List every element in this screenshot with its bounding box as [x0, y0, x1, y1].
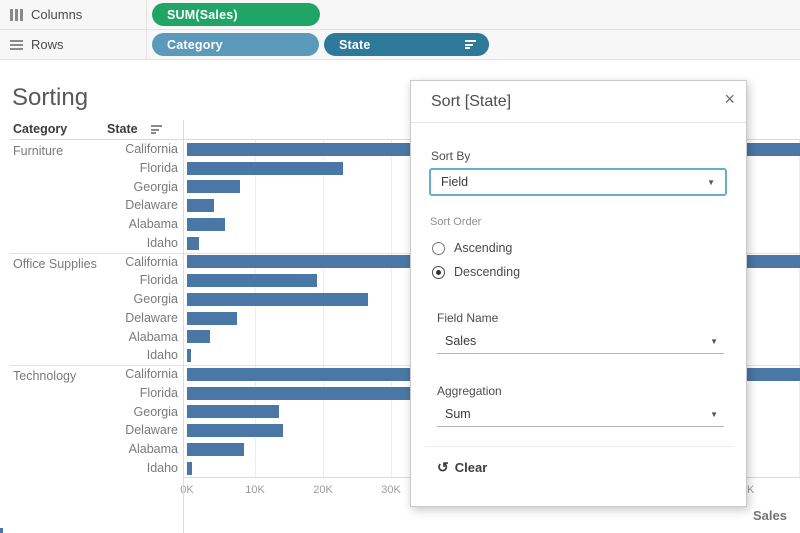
clear-button-label: Clear [454, 460, 488, 475]
x-axis-tick-label: 10K [245, 484, 265, 496]
aggregation-value: Sum [445, 407, 471, 421]
gridline [323, 140, 324, 477]
sort-by-label: Sort By [431, 149, 471, 163]
radio-unchecked-icon[interactable] [432, 241, 445, 255]
gridline [391, 140, 392, 477]
pill-category[interactable]: Category [152, 33, 319, 56]
bar-alabama[interactable] [187, 217, 226, 231]
clear-button[interactable]: ↺ Clear [437, 459, 487, 476]
field-name-select[interactable]: Sales ▼ [437, 329, 724, 354]
header-separator-line [183, 120, 184, 533]
caret-down-icon: ▼ [710, 409, 718, 419]
bar-idaho[interactable] [187, 349, 191, 363]
radio-checked-icon[interactable] [432, 265, 445, 279]
category-label: Furniture [13, 144, 64, 158]
bar-florida[interactable] [187, 386, 451, 400]
rows-shelf: Rows Category State [0, 30, 800, 60]
bar-georgia[interactable] [187, 405, 279, 419]
aggregation-label: Aggregation [437, 384, 502, 398]
bar-idaho[interactable] [187, 461, 193, 475]
ascending-label: Ascending [454, 241, 513, 255]
bar-florida[interactable] [187, 274, 318, 288]
clear-icon: ↺ [437, 459, 449, 475]
rows-icon [10, 39, 23, 50]
dialog-divider [411, 122, 746, 123]
columns-icon [10, 8, 23, 21]
rows-shelf-head: Rows [0, 30, 147, 59]
bar-fragment [0, 528, 3, 533]
header-underline [10, 139, 800, 140]
category-divider-line [10, 365, 800, 366]
category-label: Office Supplies [13, 256, 97, 271]
pill-sum-sales[interactable]: SUM(Sales) [152, 3, 320, 26]
state-label: Alabama [128, 329, 178, 344]
sort-by-value: Field [441, 175, 469, 189]
pill-label: SUM(Sales) [167, 7, 238, 22]
state-label: California [125, 367, 178, 381]
sort-descending-icon[interactable] [465, 40, 477, 49]
bar-alabama[interactable] [187, 330, 211, 344]
axis-title: Sales [753, 508, 787, 523]
rows-pills: Category State [152, 30, 489, 59]
descending-label: Descending [454, 265, 521, 279]
state-label: Idaho [146, 235, 178, 250]
ascending-radio[interactable]: Ascending [432, 241, 512, 255]
sort-order-label: Sort Order [430, 216, 482, 228]
clipped-tick-label: K [747, 484, 755, 496]
state-label: Idaho [146, 460, 178, 475]
dialog-divider [425, 446, 734, 447]
state-label: Florida [139, 160, 178, 175]
gridline [255, 140, 256, 477]
sort-dialog: Sort [State] × Sort By Field ▼ Sort Orde… [410, 80, 747, 507]
state-label: Georgia [133, 404, 178, 419]
x-axis-tick-label: 20K [313, 484, 333, 496]
descending-radio[interactable]: Descending [432, 265, 520, 279]
bar-delaware[interactable] [187, 199, 215, 213]
bar-georgia[interactable] [187, 180, 240, 194]
sort-descending-icon[interactable] [151, 125, 163, 134]
state-label: Delaware [125, 310, 178, 325]
close-icon[interactable]: × [724, 89, 735, 109]
state-label: Florida [139, 273, 178, 288]
field-name-label: Field Name [437, 311, 499, 325]
pill-state[interactable]: State [324, 33, 489, 56]
aggregation-select[interactable]: Sum ▼ [437, 402, 724, 427]
bar-alabama[interactable] [187, 442, 244, 456]
bar-georgia[interactable] [187, 292, 368, 306]
field-name-value: Sales [445, 334, 477, 348]
state-label: Delaware [125, 423, 178, 438]
columns-pills: SUM(Sales) [152, 0, 320, 29]
state-label: Georgia [133, 292, 178, 306]
pill-label: Category [167, 37, 223, 52]
state-label: California [125, 254, 178, 269]
state-label: Idaho [146, 348, 178, 363]
state-label: Georgia [133, 179, 178, 194]
dialog-title: Sort [State] [431, 93, 512, 110]
state-label: Florida [139, 385, 178, 400]
state-column-header[interactable]: State [107, 122, 138, 136]
pill-label: State [339, 37, 371, 52]
caret-down-icon: ▼ [710, 336, 718, 346]
state-label: Delaware [125, 198, 178, 213]
sort-by-select[interactable]: Field ▼ [429, 168, 727, 196]
x-axis-tick-label: 30K [381, 484, 401, 496]
bar-florida[interactable] [187, 161, 343, 175]
columns-shelf: Columns SUM(Sales) [0, 0, 800, 30]
state-label: California [125, 142, 178, 156]
state-label: Alabama [128, 442, 178, 456]
category-divider-line [10, 252, 800, 254]
category-column-header[interactable]: Category [13, 122, 68, 136]
sheet-title: Sorting [12, 84, 89, 111]
bar-delaware[interactable] [187, 424, 283, 438]
state-label: Alabama [128, 217, 178, 231]
caret-down-icon: ▼ [707, 177, 715, 187]
rows-shelf-label: Rows [31, 37, 64, 52]
bar-delaware[interactable] [187, 311, 238, 325]
category-label: Technology [13, 369, 77, 383]
columns-shelf-label: Columns [31, 7, 83, 22]
columns-shelf-head: Columns [0, 0, 147, 29]
bar-idaho[interactable] [187, 236, 199, 250]
